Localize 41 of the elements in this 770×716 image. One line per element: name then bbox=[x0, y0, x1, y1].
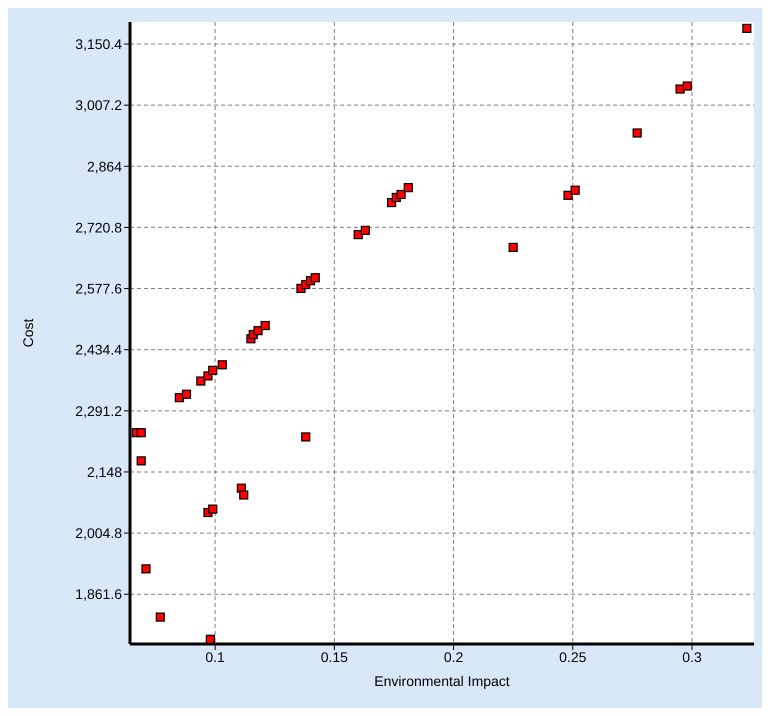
point bbox=[239, 490, 248, 500]
x-tick-label: 0.2 bbox=[444, 648, 464, 665]
x-tick-label: 0.15 bbox=[320, 648, 348, 665]
x-axis-title: Environmental Impact bbox=[374, 673, 510, 689]
y-axis-title: Cost bbox=[20, 318, 36, 348]
point bbox=[360, 226, 370, 235]
y-tick-label: 2,720.8 bbox=[75, 219, 122, 236]
y-tick-label: 2,291.2 bbox=[75, 402, 122, 419]
point bbox=[396, 190, 406, 200]
x-tick-label: 0.25 bbox=[559, 648, 587, 665]
y-tick-label: 2,864 bbox=[86, 158, 122, 174]
point bbox=[253, 326, 263, 336]
point bbox=[404, 183, 413, 192]
point bbox=[206, 634, 215, 644]
point bbox=[260, 320, 270, 330]
point bbox=[136, 428, 146, 438]
y-tick-label: 2,004.8 bbox=[75, 525, 122, 542]
y-tick-label: 2,434.4 bbox=[75, 342, 122, 358]
point bbox=[141, 564, 151, 574]
point bbox=[218, 360, 227, 370]
y-tick-label: 1,861.6 bbox=[75, 586, 122, 602]
point bbox=[301, 432, 310, 442]
point bbox=[632, 128, 642, 138]
point bbox=[563, 190, 573, 200]
point bbox=[742, 24, 752, 34]
point bbox=[508, 242, 518, 252]
x-tick-label: 0.1 bbox=[205, 648, 226, 665]
point bbox=[208, 366, 218, 375]
point bbox=[196, 376, 206, 386]
y-tick-label: 2,577.6 bbox=[75, 280, 122, 297]
point bbox=[682, 81, 692, 91]
x-tick-label: 0.3 bbox=[682, 648, 702, 665]
point bbox=[570, 186, 580, 195]
point bbox=[310, 273, 320, 282]
y-tick-label: 2,148 bbox=[86, 464, 122, 480]
point bbox=[156, 612, 165, 622]
y-tick-label: 3,007.2 bbox=[75, 97, 122, 114]
point bbox=[208, 504, 218, 514]
point bbox=[182, 390, 192, 399]
point bbox=[136, 456, 146, 466]
y-tick-label: 3,150.4 bbox=[75, 36, 122, 52]
